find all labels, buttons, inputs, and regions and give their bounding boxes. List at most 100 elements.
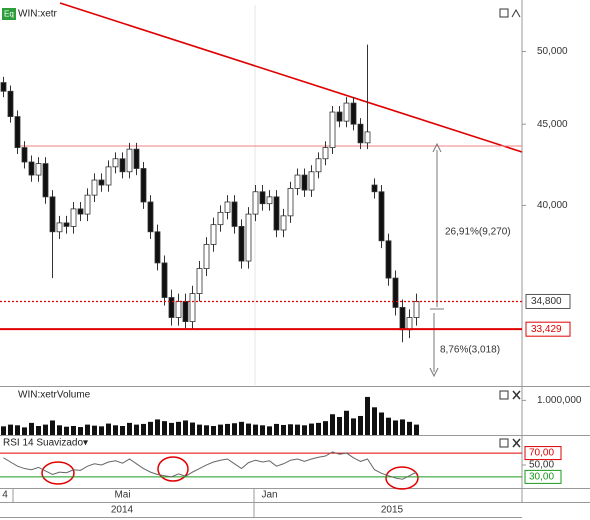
candle-body bbox=[294, 174, 301, 189]
volume-bar bbox=[302, 425, 307, 435]
volume-bar bbox=[50, 420, 55, 435]
volume-bar bbox=[197, 424, 202, 435]
candle-body bbox=[343, 102, 350, 122]
volume-bar bbox=[414, 424, 419, 435]
main-title: WIN:xetr bbox=[18, 9, 58, 20]
volume-bar bbox=[239, 421, 244, 435]
candle-body bbox=[189, 293, 196, 322]
volume-bar bbox=[253, 424, 258, 435]
close[interactable] bbox=[512, 390, 521, 400]
volume-bar bbox=[183, 420, 188, 435]
candle-body bbox=[77, 208, 84, 215]
maximize[interactable] bbox=[499, 390, 509, 400]
candle-body bbox=[378, 191, 385, 242]
volume-bar bbox=[176, 421, 181, 435]
volume-bar bbox=[323, 421, 328, 435]
volume-bar bbox=[148, 421, 153, 435]
candle-body bbox=[392, 277, 399, 308]
candle-body bbox=[119, 158, 126, 173]
candle-body bbox=[133, 148, 140, 169]
volume-bar bbox=[309, 423, 314, 435]
volume-bar bbox=[218, 424, 223, 435]
volume-bar bbox=[330, 414, 335, 435]
volume-bar bbox=[358, 415, 363, 435]
x-tick-label: Mai bbox=[114, 490, 130, 501]
volume-bar bbox=[225, 423, 230, 435]
year-label: 2015 bbox=[381, 505, 404, 516]
volume-bar bbox=[246, 423, 251, 435]
candle-body bbox=[217, 211, 224, 226]
volume-bar bbox=[15, 425, 20, 435]
x-tick-label: Jan bbox=[261, 490, 277, 501]
maximize[interactable] bbox=[499, 8, 509, 18]
arrow-head bbox=[429, 367, 439, 378]
badge-text: Eq bbox=[4, 10, 14, 19]
volume-bar bbox=[379, 412, 384, 435]
volume-bar bbox=[274, 423, 279, 435]
volume-bar bbox=[43, 424, 48, 435]
volume-bar bbox=[295, 424, 300, 435]
volume-bar bbox=[29, 422, 34, 435]
volume-bar bbox=[337, 417, 342, 435]
volume-bar bbox=[127, 422, 132, 435]
level-box bbox=[524, 446, 562, 461]
candle-body bbox=[196, 268, 203, 294]
candle-body bbox=[273, 196, 280, 231]
volume-bar bbox=[316, 422, 321, 435]
candle-body bbox=[301, 174, 308, 191]
rsi-title: RSI 14 Suavizado▾ bbox=[3, 438, 88, 449]
candle-body bbox=[91, 179, 98, 196]
maximize[interactable] bbox=[499, 438, 509, 448]
candle-body bbox=[245, 213, 252, 262]
candle-body bbox=[56, 222, 63, 233]
volume-bar bbox=[57, 425, 62, 435]
candle-body bbox=[105, 166, 112, 186]
hand-circles bbox=[41, 456, 419, 490]
candle-body bbox=[42, 163, 49, 198]
candle-body bbox=[252, 191, 259, 215]
candle-body bbox=[406, 317, 413, 331]
candle-body bbox=[224, 201, 231, 213]
candle-body bbox=[154, 231, 161, 264]
candle-body bbox=[168, 297, 175, 318]
candle-body bbox=[140, 168, 147, 203]
close[interactable] bbox=[512, 438, 521, 448]
candle-body bbox=[70, 208, 77, 227]
arrow-head bbox=[432, 142, 442, 153]
price-label-box bbox=[525, 293, 571, 309]
candle-body bbox=[238, 226, 245, 262]
volume-bar bbox=[260, 425, 265, 435]
candle-body bbox=[231, 201, 238, 227]
volume-bar bbox=[92, 425, 97, 435]
collapse[interactable] bbox=[511, 8, 521, 18]
circle bbox=[41, 461, 75, 485]
y-tick-label: 30,00 bbox=[529, 472, 554, 483]
volume-bar bbox=[141, 423, 146, 435]
volume-bar bbox=[267, 426, 272, 435]
volume-bar bbox=[407, 421, 412, 435]
candle-body bbox=[98, 179, 105, 186]
candle-body bbox=[203, 244, 210, 269]
window-controls[interactable] bbox=[499, 8, 521, 448]
volume-bar bbox=[8, 424, 13, 435]
candle-body bbox=[385, 240, 392, 279]
volume-bar bbox=[281, 424, 286, 435]
circle bbox=[157, 456, 189, 482]
year-label: 2014 bbox=[111, 505, 134, 516]
volume-bar bbox=[64, 426, 69, 435]
volume-bar bbox=[22, 427, 27, 435]
volume-bar bbox=[372, 407, 377, 435]
candle-body bbox=[280, 215, 287, 231]
volume-bar bbox=[106, 423, 111, 435]
level-box bbox=[524, 469, 562, 484]
volume-bar bbox=[232, 423, 237, 435]
candle-body bbox=[308, 171, 315, 191]
rsi-line bbox=[3, 451, 417, 480]
y-tick-label: 40,000 bbox=[537, 200, 568, 211]
candle-body bbox=[126, 148, 133, 173]
candle-body bbox=[21, 147, 28, 163]
volume-bar bbox=[386, 417, 391, 435]
candle-body bbox=[413, 301, 420, 318]
y-tick-label: 70,00 bbox=[529, 448, 554, 459]
